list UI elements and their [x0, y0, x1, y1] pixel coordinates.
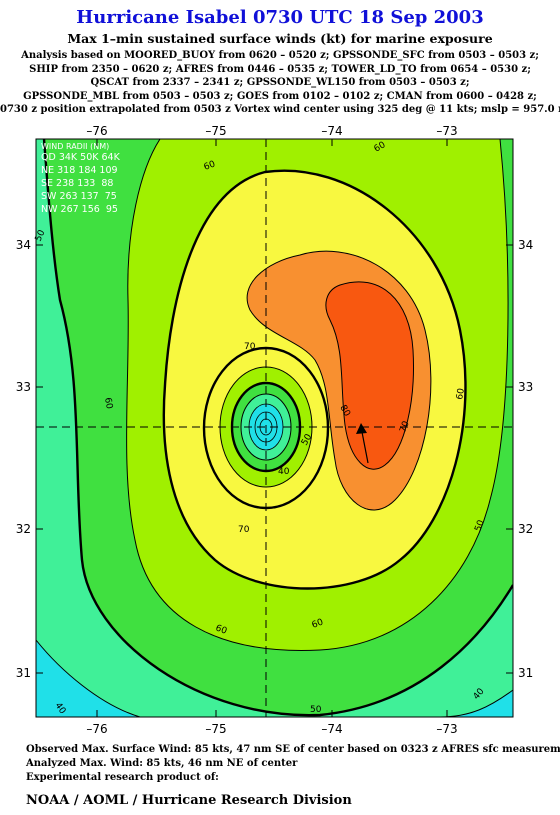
contour-60	[126, 139, 509, 651]
observed-max-wind: Observed Max. Surface Wind: 85 kts, 47 n…	[26, 744, 560, 755]
storm-motion-arrow	[356, 423, 369, 464]
contour-90	[325, 281, 414, 470]
lat-tick-label: 34	[518, 238, 533, 252]
organization: NOAA / AOML / Hurricane Research Divisio…	[26, 793, 352, 808]
contour-label: 70	[238, 525, 250, 535]
wind-radii-table: WIND RADII (NM) QD 34K 50K 64K NE 318 18…	[41, 142, 121, 215]
experimental-note: Experimental research product of:	[26, 772, 219, 783]
wind-radii-columns: QD 34K 50K 64K	[41, 152, 121, 163]
lon-tick-label: –73	[436, 124, 457, 138]
contour-label: 50	[310, 705, 322, 715]
lat-tick-label: 32	[518, 522, 533, 536]
analyzed-max-wind: Analyzed Max. Wind: 85 kts, 46 nm NE of …	[26, 758, 298, 769]
wind-radii-row: SE 238 133 88	[41, 178, 113, 189]
contour-label: 50	[473, 519, 486, 533]
lat-tick-label: 31	[518, 666, 533, 680]
plot-frame	[35, 138, 514, 718]
lon-tick-label: –73	[436, 722, 457, 736]
chart-title: Hurricane Isabel 0730 UTC 18 Sep 2003	[76, 7, 484, 28]
motion-vector-head	[356, 423, 367, 434]
motion-vector-shaft	[361, 431, 369, 464]
contour-80	[246, 250, 432, 511]
contour-40	[36, 639, 141, 717]
latitude-labels: 34 33 32 31 34 33 32 31	[16, 238, 534, 680]
contour-label: 40	[278, 467, 290, 477]
wind-field-bands	[36, 139, 513, 717]
lon-tick-label: –75	[205, 722, 226, 736]
wind-radii-row: NW 267 156 95	[41, 204, 118, 215]
contour-70	[162, 169, 467, 590]
center-crosshair	[36, 139, 513, 717]
lat-tick-label: 34	[16, 238, 31, 252]
longitude-labels: –76 –75 –74 –73 –76 –75 –74 –73	[86, 124, 457, 736]
analysis-line: QSCAT from 2337 – 2341 z; GPSSONDE_WL150…	[90, 77, 470, 89]
lon-tick-label: –75	[205, 124, 226, 138]
chart-subtitle: Max 1–min sustained surface winds (kt) f…	[67, 31, 493, 46]
lat-tick-label: 32	[16, 522, 31, 536]
contour-label: 50	[34, 228, 48, 243]
wind-radii-header: WIND RADII (NM)	[41, 142, 109, 151]
analysis-line: SHIP from 2350 – 0620 z; AFRES from 0446…	[29, 63, 531, 75]
analysis-line: 0730 z position extrapolated from 0503 z…	[0, 104, 560, 116]
wind-radii-row: SW 263 137 75	[41, 191, 117, 202]
analysis-sources: Analysis based on MOORED_BUOY from 0620 …	[0, 49, 560, 117]
lat-tick-label: 33	[16, 380, 31, 394]
contour-label: 60	[214, 623, 228, 636]
analysis-line: GPSSONDE_MBL from 0503 – 0503 z; GOES fr…	[23, 90, 537, 102]
lon-tick-label: –76	[86, 722, 107, 736]
band-90-plus	[325, 281, 414, 470]
contour-label: 60	[455, 387, 467, 400]
tick-marks	[36, 139, 513, 717]
contour-label: 70	[244, 342, 256, 352]
contour-labels: 60 60 50 70 60 80 70 60 40 50 70 60 60 5…	[34, 140, 487, 716]
contour-label: 60	[102, 397, 114, 410]
lat-tick-label: 33	[518, 380, 533, 394]
analysis-line: Analysis based on MOORED_BUOY from 0620 …	[21, 50, 539, 61]
wind-radii-row: NE 318 184 109	[41, 165, 118, 176]
lon-tick-label: –74	[321, 722, 342, 736]
lat-tick-label: 31	[16, 666, 31, 680]
contour-label: 60	[203, 159, 217, 172]
lon-tick-label: –76	[86, 124, 107, 138]
contour-label: 60	[311, 617, 325, 630]
contour-50	[42, 139, 513, 717]
lon-tick-label: –74	[321, 124, 342, 138]
